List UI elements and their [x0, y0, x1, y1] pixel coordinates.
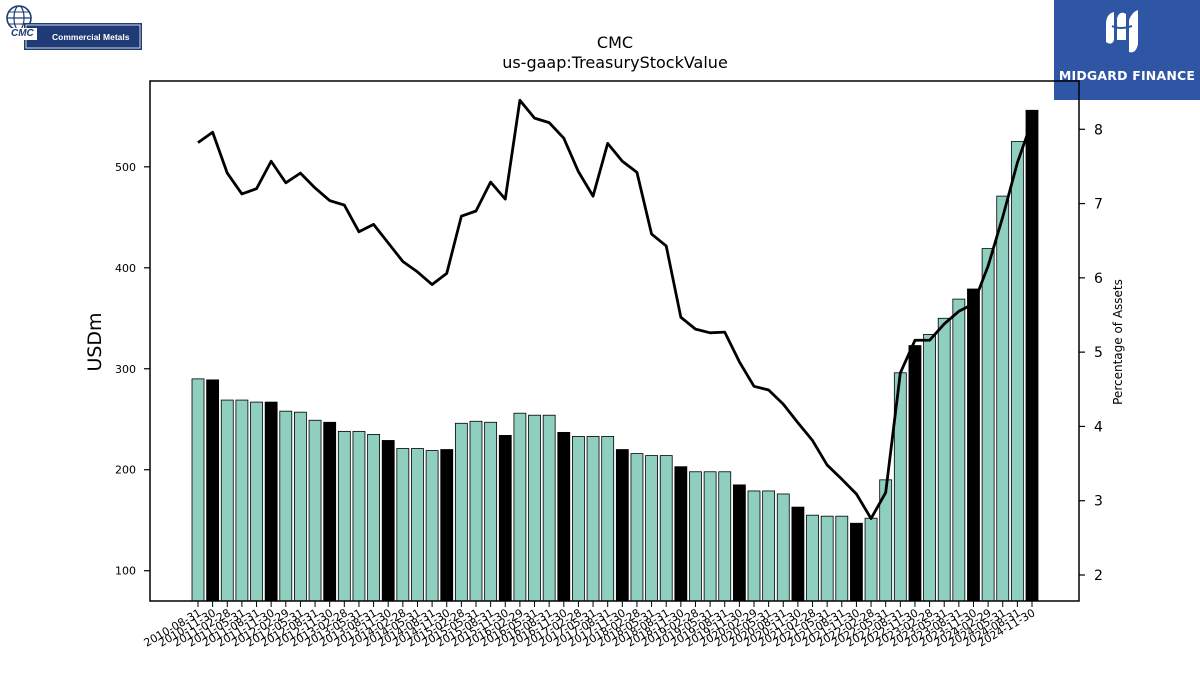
bar — [806, 514, 819, 602]
bar — [996, 195, 1010, 602]
bar — [279, 410, 293, 602]
brand-name: MIDGARD FINANCE — [1058, 68, 1196, 83]
bar — [952, 298, 966, 602]
y-tick-label: 100 — [115, 565, 136, 578]
bar — [967, 288, 980, 602]
bar — [908, 345, 922, 602]
bar — [601, 436, 615, 602]
y2-tick-label: 5 — [1094, 345, 1103, 361]
bar — [820, 515, 834, 602]
bar — [586, 436, 600, 602]
bar — [557, 431, 571, 602]
bar — [791, 506, 805, 602]
bar — [308, 419, 322, 602]
bar — [776, 493, 790, 602]
bar — [659, 455, 673, 602]
bar — [352, 430, 366, 602]
y-tick-label: 500 — [115, 161, 136, 174]
y2-tick-label: 3 — [1094, 494, 1103, 510]
bar — [264, 401, 278, 602]
bar — [294, 411, 307, 602]
y2-axis-label: Percentage of Assets — [1111, 279, 1125, 405]
midgard-mark-icon — [1106, 10, 1138, 53]
y2-tick-label: 2 — [1094, 568, 1103, 584]
bar — [1010, 141, 1024, 602]
bar — [718, 471, 732, 602]
bar — [191, 378, 205, 602]
bar — [498, 435, 512, 602]
logo-secondary-text: Commercial Metals — [52, 32, 130, 42]
bar — [645, 455, 658, 602]
bar — [835, 515, 849, 602]
bar — [528, 414, 541, 602]
bar — [323, 421, 337, 602]
bar — [630, 453, 644, 602]
logo-primary-text: CMC — [8, 28, 37, 40]
bar — [367, 433, 380, 602]
bar — [981, 248, 995, 602]
percentage-line — [197, 98, 1034, 520]
bar — [454, 422, 468, 602]
chart-title: CMC — [597, 33, 633, 52]
y2-tick-label: 8 — [1094, 122, 1103, 138]
bar — [484, 421, 498, 602]
bar — [674, 466, 688, 602]
bar — [864, 517, 878, 602]
bar — [337, 430, 351, 602]
bar — [396, 448, 410, 602]
bar — [923, 334, 936, 602]
bar — [381, 440, 395, 602]
y2-tick-label: 6 — [1094, 271, 1103, 287]
globe-icon — [6, 5, 142, 50]
plot-frame — [149, 80, 1080, 602]
commercial-metals-logo: CMC Commercial Metals — [4, 4, 144, 52]
bar — [1025, 109, 1039, 602]
bar — [615, 449, 629, 602]
bar — [513, 412, 527, 602]
bar — [250, 401, 263, 602]
y2-tick-label: 4 — [1094, 419, 1103, 435]
bar — [747, 490, 761, 602]
bar — [850, 522, 863, 602]
y-axis-label: USDm — [84, 312, 106, 371]
y-tick-label: 300 — [115, 363, 136, 376]
bar — [689, 471, 702, 602]
bar — [469, 420, 483, 602]
y-tick-label: 400 — [115, 262, 136, 275]
chart-subtitle: us-gaap:TreasuryStockValue — [502, 53, 728, 72]
bar — [206, 379, 220, 602]
bar — [937, 317, 951, 602]
y2-tick-label: 7 — [1094, 197, 1103, 213]
bar — [732, 484, 746, 602]
bar — [425, 450, 439, 602]
plot-area: 10020030040050023456782010-08-312010-11-… — [115, 80, 1103, 650]
bar — [235, 399, 249, 602]
bar — [440, 449, 454, 602]
bar — [411, 448, 424, 602]
bar — [220, 399, 234, 602]
y-tick-label: 200 — [115, 464, 136, 477]
bar — [542, 414, 556, 602]
bar — [762, 490, 776, 602]
bar — [703, 471, 717, 602]
bar — [572, 436, 585, 602]
